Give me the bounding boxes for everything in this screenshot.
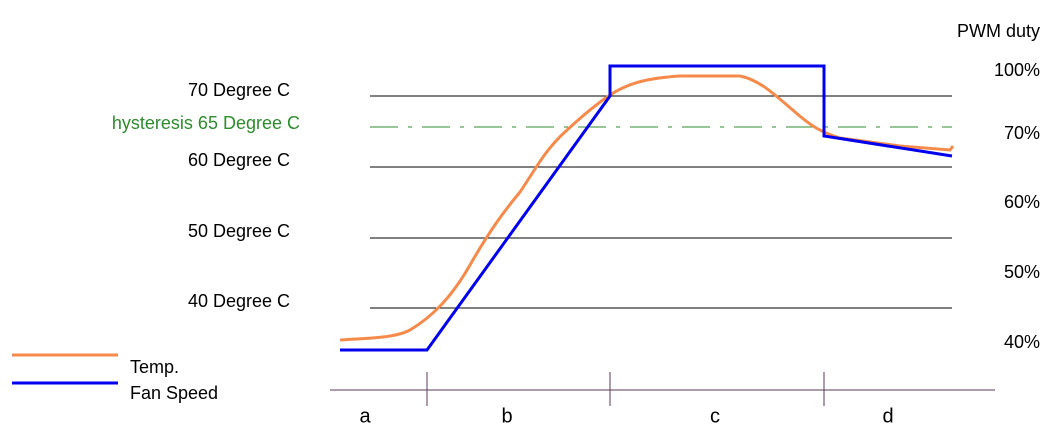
- temp-curve: [339, 74, 955, 342]
- fan-speed-curve: [340, 64, 953, 352]
- phase-label: b: [501, 405, 512, 427]
- pwm-label: 50%: [1004, 262, 1040, 282]
- phase-label: d: [882, 405, 893, 427]
- phase-label: a: [359, 405, 371, 427]
- temp-label: 70 Degree C: [188, 80, 290, 100]
- pwm-label: 60%: [1004, 192, 1040, 212]
- legend-label: Fan Speed: [130, 383, 218, 403]
- legend-label: Temp.: [130, 357, 179, 377]
- temp-label: 50 Degree C: [188, 221, 290, 241]
- hysteresis-label: hysteresis 65 Degree C: [112, 113, 300, 133]
- temp-label: 40 Degree C: [188, 291, 290, 311]
- phase-label: c: [710, 405, 720, 427]
- axis-title: PWM duty: [957, 21, 1040, 41]
- temp-label: 60 Degree C: [188, 150, 290, 170]
- pwm-label: 40%: [1004, 332, 1040, 352]
- pwm-label: 100%: [994, 60, 1040, 80]
- pwm-label: 70%: [1004, 123, 1040, 143]
